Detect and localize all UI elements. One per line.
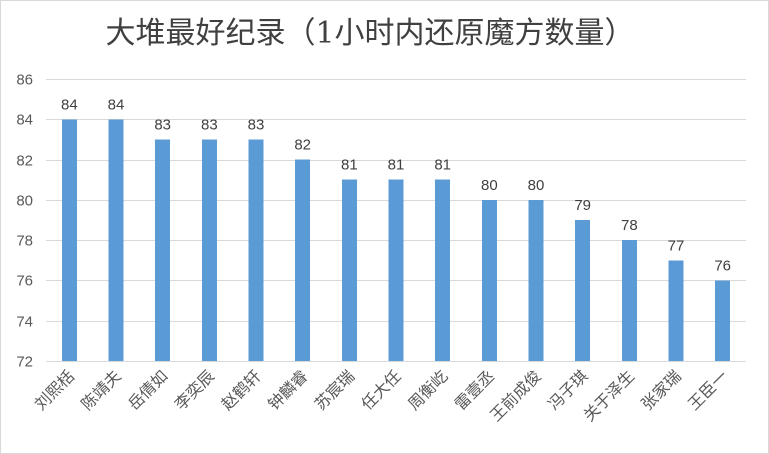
bar — [248, 139, 264, 361]
y-tick-label: 72 — [16, 354, 33, 371]
data-label: 83 — [201, 116, 218, 133]
data-label: 80 — [481, 177, 498, 194]
x-category-label: 张家瑞 — [637, 366, 684, 413]
data-label: 84 — [61, 96, 78, 113]
x-category-label: 周衡屹 — [404, 366, 451, 413]
data-label: 78 — [621, 217, 638, 234]
y-tick-label: 76 — [16, 273, 33, 290]
y-tick-label: 86 — [16, 72, 33, 89]
bar — [481, 199, 497, 361]
x-category-label: 苏宸瑞 — [311, 366, 358, 413]
x-category-label: 任大任 — [357, 366, 404, 413]
data-label: 81 — [434, 157, 451, 174]
bars — [61, 119, 731, 362]
bar — [715, 280, 731, 361]
x-category-label: 岳倩如 — [124, 366, 171, 413]
bar — [575, 220, 591, 361]
data-label: 76 — [714, 257, 731, 274]
x-category-label: 刘熙栝 — [31, 366, 78, 413]
bar — [621, 240, 637, 361]
bar — [201, 139, 217, 361]
data-label: 84 — [108, 96, 125, 113]
data-label: 81 — [388, 157, 405, 174]
data-label: 81 — [341, 157, 358, 174]
data-label: 82 — [294, 137, 311, 154]
bar — [108, 119, 124, 362]
bar — [668, 260, 684, 361]
x-category-label: 关于泽生 — [579, 366, 638, 425]
chart-title: 大堆最好纪录（1小时内还原魔方数量） — [105, 16, 634, 51]
bar — [435, 179, 451, 361]
bar — [61, 119, 77, 362]
data-labels: 84 84 83 83 83 82 81 81 81 80 80 79 78 77 76 — [61, 96, 731, 274]
y-tick-label: 84 — [16, 112, 33, 129]
x-category-label: 陈靖夫 — [77, 366, 124, 413]
data-label: 80 — [528, 177, 545, 194]
bar — [155, 139, 171, 361]
x-category-label: 赵鹤轩 — [217, 366, 264, 413]
x-category-label: 李奕辰 — [171, 366, 218, 413]
data-label: 79 — [574, 197, 591, 214]
bar — [528, 199, 544, 361]
bar — [295, 159, 311, 361]
y-tick-label: 82 — [16, 153, 33, 170]
y-tick-label: 74 — [16, 314, 33, 331]
y-tick-label: 80 — [16, 193, 33, 210]
x-category-label: 王前成俊 — [486, 366, 545, 425]
data-label: 83 — [154, 116, 171, 133]
x-category-label: 钟麟睿 — [264, 366, 311, 413]
x-category-label: 王臣一 — [684, 366, 731, 413]
y-tick-label: 78 — [16, 233, 33, 250]
y-axis-tick-labels: 72 74 76 78 80 82 84 86 — [16, 72, 33, 371]
bar — [341, 179, 357, 361]
data-label: 77 — [668, 237, 685, 254]
bar — [388, 179, 404, 361]
data-label: 83 — [248, 116, 265, 133]
